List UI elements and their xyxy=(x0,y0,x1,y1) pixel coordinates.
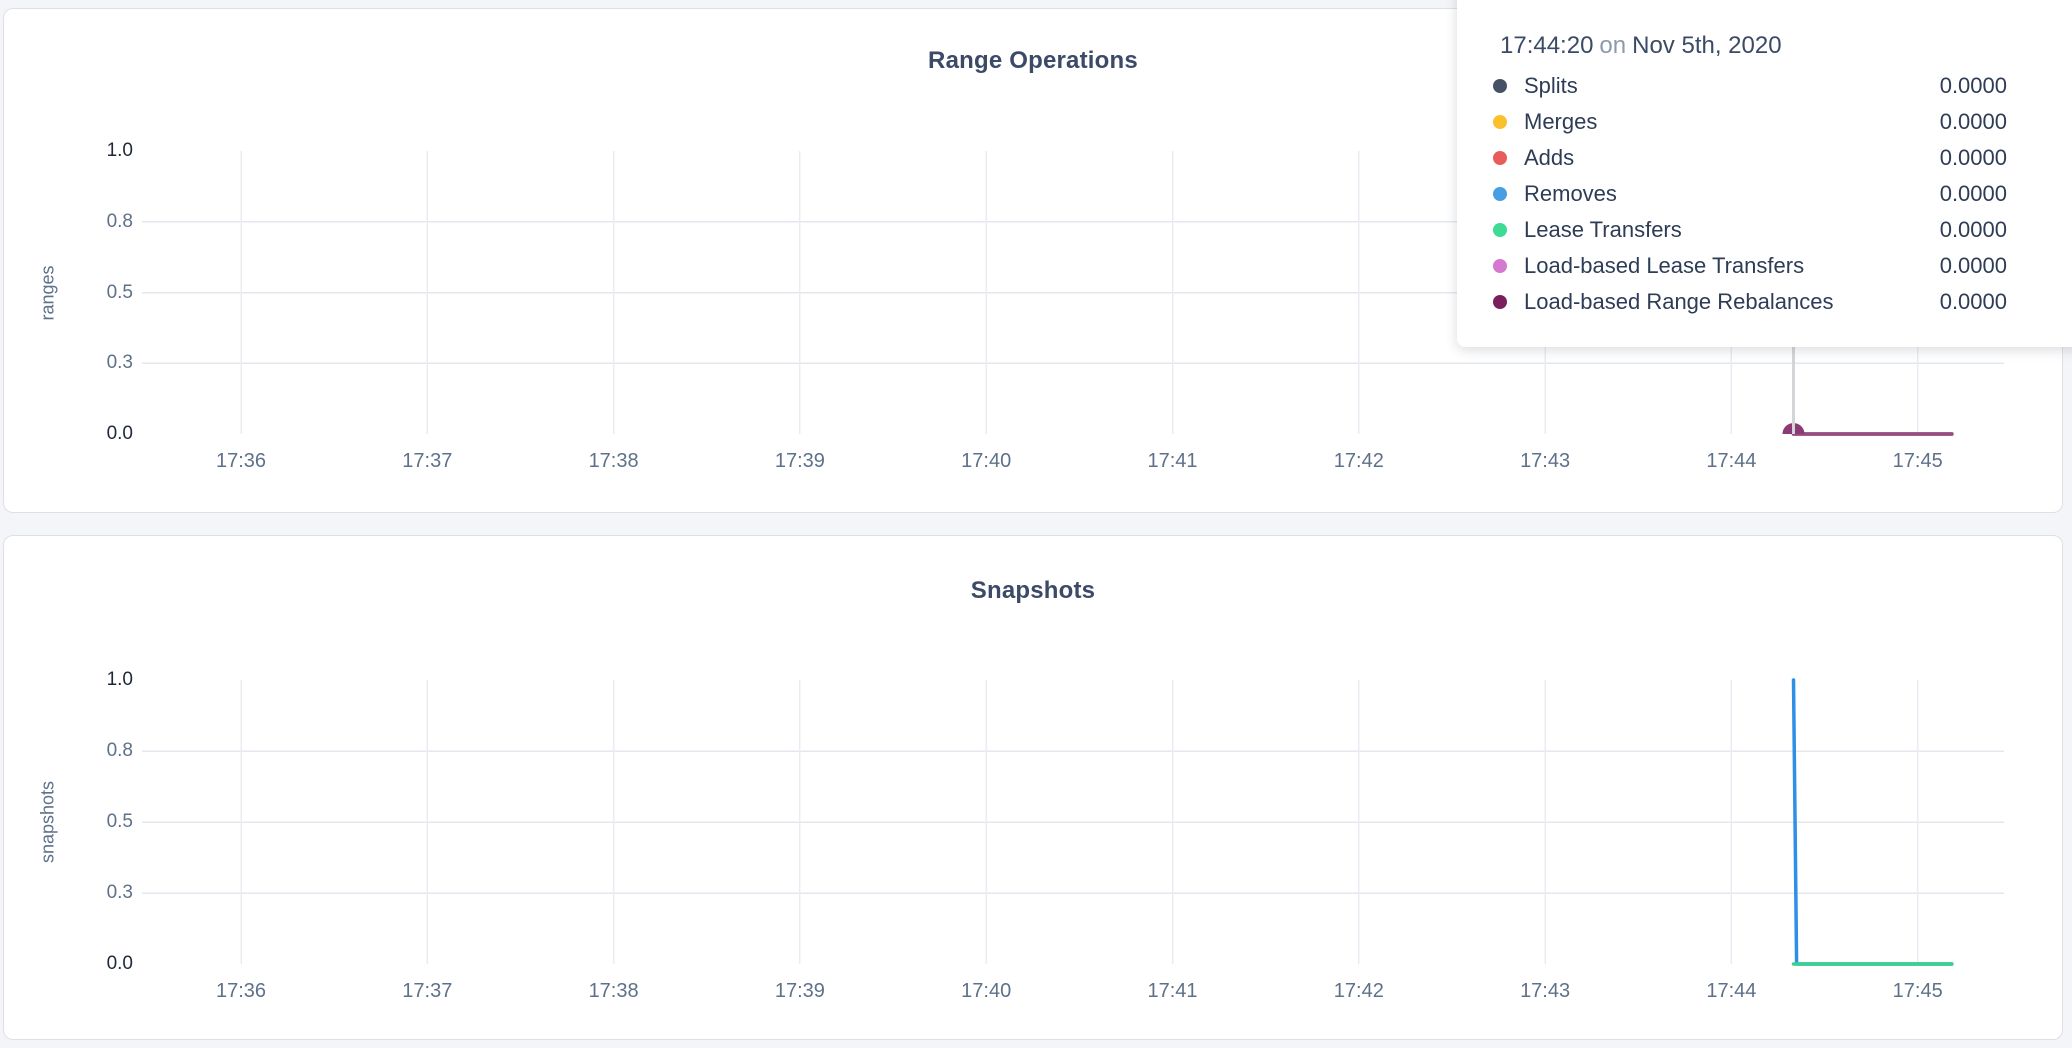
x-tick-label: 17:39 xyxy=(774,980,825,1002)
series-value: 0.0000 xyxy=(1939,253,2007,278)
x-tick-label: 17:38 xyxy=(588,450,639,472)
x-tick-label: 17:44 xyxy=(1706,450,1757,472)
chart-title: Snapshots xyxy=(970,577,1096,604)
y-tick-label: 1.0 xyxy=(106,140,133,161)
tooltip-date: Nov 5th, 2020 xyxy=(1632,32,1782,59)
tooltip-connector: on xyxy=(1599,32,1627,59)
series-value: 0.0000 xyxy=(1939,109,2007,134)
x-tick-label: 17:37 xyxy=(402,450,453,472)
chart-plot-area[interactable] xyxy=(4,536,2064,1041)
series-color-dot xyxy=(1493,223,1507,237)
x-tick-label: 17:43 xyxy=(1520,980,1571,1002)
series-color-dot xyxy=(1493,295,1507,309)
y-tick-label: 1.0 xyxy=(106,669,133,690)
tooltip-series-row: Merges 0.0000 xyxy=(1457,104,2072,140)
y-tick-label: 0.5 xyxy=(106,281,133,303)
series-value: 0.0000 xyxy=(1939,217,2007,242)
x-tick-label: 17:39 xyxy=(774,450,825,472)
y-tick-label: 0.8 xyxy=(106,740,133,761)
tooltip-series-row: Load-based Lease Transfers 0.0000 xyxy=(1457,248,2072,284)
tooltip-timestamp: 17:44:20 on Nov 5th, 2020 xyxy=(1457,30,2072,62)
series-color-dot xyxy=(1493,151,1507,165)
x-tick-label: 17:40 xyxy=(961,450,1012,472)
tooltip-series-row: Splits 0.0000 xyxy=(1457,68,2072,104)
tooltip-series-row: Removes 0.0000 xyxy=(1457,176,2072,212)
series-label: Load-based Lease Transfers xyxy=(1524,253,1805,278)
x-tick-label: 17:45 xyxy=(1892,450,1943,472)
y-tick-label: 0.3 xyxy=(106,882,133,903)
x-tick-label: 17:41 xyxy=(1147,450,1198,472)
y-tick-label: 0.5 xyxy=(106,811,133,832)
series-label: Load-based Range Rebalances xyxy=(1524,289,1834,314)
series-value: 0.0000 xyxy=(1939,145,2007,170)
y-tick-label: 0.0 xyxy=(106,423,133,444)
x-tick-label: 17:42 xyxy=(1333,980,1384,1002)
tooltip-series-row: Lease Transfers 0.0000 xyxy=(1457,212,2072,248)
tooltip-series-list: Splits 0.0000 Merges 0.0000 Adds 0.0000 Remove… xyxy=(1457,68,2072,320)
x-tick-label: 17:43 xyxy=(1520,450,1571,472)
series-color-dot xyxy=(1493,259,1507,273)
x-tick-label: 17:38 xyxy=(588,980,639,1002)
series-value: 0.0000 xyxy=(1939,289,2007,314)
y-tick-label: 0.3 xyxy=(106,352,133,374)
series-color-dot xyxy=(1493,79,1507,93)
series-value: 0.0000 xyxy=(1939,73,2007,98)
y-tick-label: 0.0 xyxy=(106,953,133,974)
series-value: 0.0000 xyxy=(1939,181,2007,206)
x-tick-label: 17:42 xyxy=(1333,450,1384,472)
snapshots-chart-card: Snapshots snapshots 0.0 0.3 0.5 0.8 1.0 17:36… xyxy=(3,535,2063,1040)
series-label: Lease Transfers xyxy=(1524,217,1682,242)
series-color-dot xyxy=(1493,187,1507,201)
x-tick-label: 17:44 xyxy=(1706,980,1757,1002)
x-tick-label: 17:41 xyxy=(1147,980,1198,1002)
x-tick-label: 17:36 xyxy=(215,450,267,472)
x-tick-label: 17:40 xyxy=(961,980,1012,1002)
tooltip-series-row: Load-based Range Rebalances 0.0000 xyxy=(1457,284,2072,320)
series-color-dot xyxy=(1493,115,1507,129)
x-tick-label: 17:37 xyxy=(402,980,453,1002)
series-label: Merges xyxy=(1524,109,1598,134)
x-tick-label: 17:45 xyxy=(1892,980,1943,1002)
y-tick-label: 0.8 xyxy=(106,210,133,232)
tooltip-series-row: Adds 0.0000 xyxy=(1457,140,2072,176)
series-label: Adds xyxy=(1524,145,1575,170)
series-label: Removes xyxy=(1524,181,1617,206)
series-label: Splits xyxy=(1524,73,1578,98)
chart-title: Range Operations xyxy=(928,47,1138,74)
tooltip-time: 17:44:20 xyxy=(1500,32,1594,59)
x-tick-label: 17:36 xyxy=(215,980,267,1002)
hover-tooltip: 17:44:20 on Nov 5th, 2020 Splits 0.0000 Merg… xyxy=(1457,0,2072,347)
